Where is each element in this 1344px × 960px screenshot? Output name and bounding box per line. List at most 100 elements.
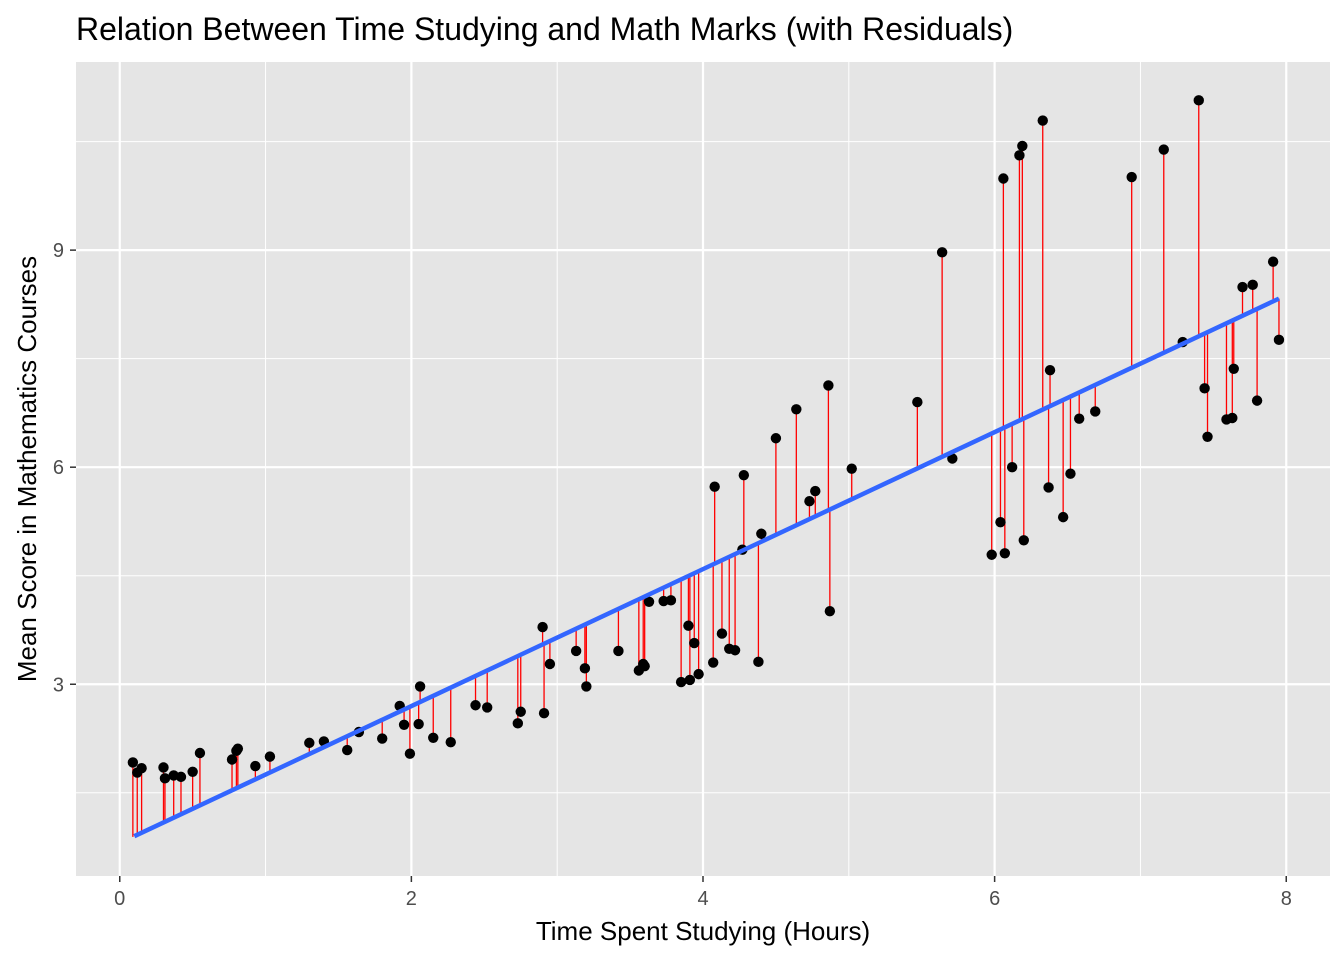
data-point [770,433,782,444]
data-point [1065,468,1076,479]
data-point [1043,482,1054,493]
data-point [846,463,857,474]
x-axis: 0 2 4 6 8 [114,876,1292,910]
data-point [481,702,493,713]
data-point [581,681,592,692]
data-point [639,660,650,672]
data-point [716,628,728,639]
data-point [175,771,187,783]
data-point [537,621,548,633]
data-point [194,747,206,759]
data-point [1017,140,1028,152]
x-axis-title: Time Spent Studying (Hours) [536,916,870,946]
data-point [377,733,388,744]
data-point [1228,363,1239,374]
data-point [693,668,704,680]
data-point [1044,365,1056,376]
chart-title: Relation Between Time Studying and Math … [76,11,1013,47]
data-point [1158,144,1169,155]
data-point [470,700,481,711]
data-point [1267,256,1279,267]
data-point [1126,171,1137,183]
data-point [753,656,764,668]
data-point [683,620,694,631]
data-point [515,706,526,717]
data-point [538,708,550,719]
data-point [445,736,456,748]
data-point [187,766,198,778]
data-point [413,718,424,730]
data-point [1037,115,1048,126]
data-point [709,481,720,492]
data-point [998,173,1009,184]
data-point [665,595,677,606]
data-point [1074,413,1085,424]
data-point [264,751,276,762]
data-point [1237,281,1248,293]
data-point [579,663,591,674]
x-tick-label: 0 [114,888,125,910]
data-point [912,396,923,408]
residual-segments [132,100,1280,837]
data-point [342,744,353,756]
data-point [738,469,750,481]
y-tick-label: 9 [53,240,64,262]
data-point [675,676,687,688]
x-tick-label: 4 [697,888,708,910]
data-point [404,748,416,759]
regression-line [133,296,1280,839]
data-point [986,549,997,560]
data-point [810,485,821,497]
data-points [127,95,1285,784]
x-tick-label: 8 [1281,888,1292,910]
data-point [823,380,834,391]
regression-line-group [133,296,1280,839]
x-tick-label: 6 [989,888,1000,910]
data-point [414,681,426,692]
data-point [1006,461,1018,473]
data-point [936,247,948,258]
data-point [159,773,171,784]
data-point [824,605,836,617]
data-point [1057,511,1069,523]
data-point [947,453,958,464]
data-point [1199,383,1210,394]
data-point [398,719,410,730]
data-point [1090,406,1101,417]
data-point [158,762,169,773]
data-point [226,754,238,765]
data-point [428,732,439,744]
data-point [250,760,261,772]
data-point [708,657,719,668]
data-point [729,645,741,656]
data-point [999,548,1011,559]
data-point [570,645,582,657]
data-point [1273,334,1285,346]
data-point [544,658,556,670]
data-point [756,528,767,539]
x-tick-label: 2 [406,888,417,910]
data-point [689,637,700,649]
data-point [136,762,147,774]
data-point [643,596,655,607]
data-point [127,757,139,768]
data-point [1251,395,1263,406]
data-point [1227,412,1238,424]
data-point [1014,150,1025,161]
y-tick-label: 3 [53,674,64,696]
data-point [304,737,315,749]
y-axis-title: Mean Score in Mathematics Courses [12,256,42,682]
data-point [1018,535,1029,546]
data-point [1247,279,1258,291]
y-tick-label: 6 [53,457,64,479]
data-point [791,404,802,415]
data-point [995,516,1006,528]
y-axis: 3 6 9 [53,240,76,696]
major-gridlines [76,62,1330,876]
data-point [512,718,524,729]
data-point [804,495,815,507]
data-point [1193,95,1204,106]
data-point [684,674,696,686]
data-point [613,645,624,657]
